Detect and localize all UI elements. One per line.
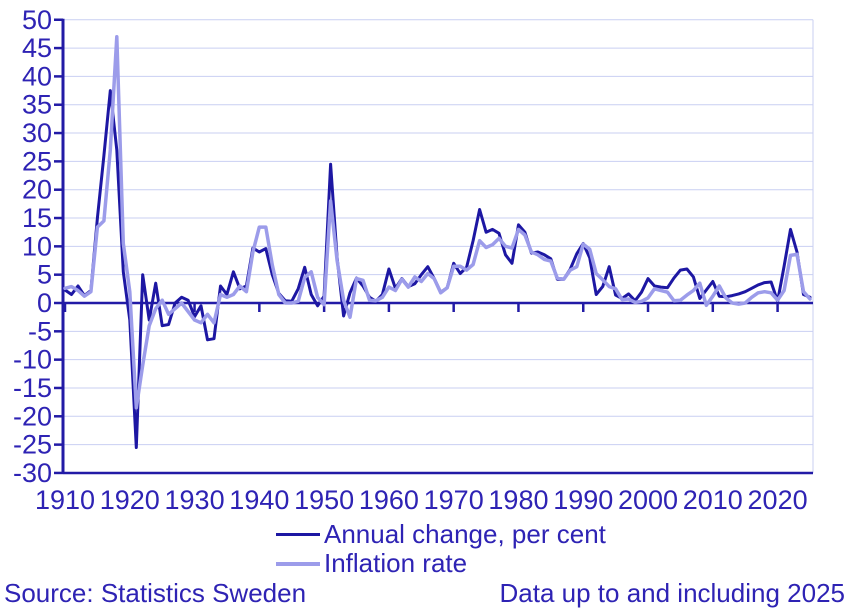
y-axis-label--10: -10 [13, 345, 52, 375]
caption-row: Source: Statistics Sweden Data up to and… [0, 578, 851, 608]
legend-label-inflation-rate: Inflation rate [324, 548, 468, 578]
annual-change-line-swatch-icon [276, 533, 320, 536]
x-axis-label-1940: 1940 [229, 485, 289, 515]
data-coverage-note: Data up to and including 2025 [499, 578, 846, 608]
x-axis-label-1950: 1950 [294, 485, 354, 515]
series-line-annual-change [63, 89, 812, 449]
y-axis-label--15: -15 [13, 373, 52, 403]
y-axis-label-25: 25 [22, 146, 52, 176]
y-axis-label-30: 30 [22, 118, 52, 148]
y-axis-label-35: 35 [22, 90, 52, 120]
x-axis-label-1970: 1970 [424, 485, 484, 515]
y-axis-label-0: 0 [37, 288, 52, 318]
y-axis-label--25: -25 [13, 430, 52, 460]
x-axis-label-2010: 2010 [683, 485, 743, 515]
y-axis-label-10: 10 [22, 231, 52, 261]
y-axis-label-15: 15 [22, 203, 52, 233]
x-axis-label-2020: 2020 [748, 485, 808, 515]
chart-legend: Annual change, per cent Inflation rate [276, 520, 606, 578]
y-axis-label-50: 50 [22, 5, 52, 35]
inflation-rate-line-swatch-icon [276, 561, 320, 566]
y-axis-label--30: -30 [13, 458, 52, 488]
x-axis-label-1930: 1930 [165, 485, 225, 515]
y-axis-label-20: 20 [22, 175, 52, 205]
source-text: Source: Statistics Sweden [4, 578, 307, 608]
legend-item-inflation-rate: Inflation rate [276, 549, 606, 578]
x-axis-label-1910: 1910 [35, 485, 95, 515]
y-axis-label-45: 45 [22, 33, 52, 63]
x-axis-label-1920: 1920 [100, 485, 160, 515]
y-axis-label--20: -20 [13, 401, 52, 431]
y-axis-label-5: 5 [37, 260, 52, 290]
legend-label-annual-change: Annual change, per cent [324, 519, 606, 549]
x-axis-label-1990: 1990 [553, 485, 613, 515]
series-line-inflation-rate [63, 34, 812, 410]
x-axis-label-1960: 1960 [359, 485, 419, 515]
x-axis-label-1980: 1980 [488, 485, 548, 515]
legend-item-annual-change: Annual change, per cent [276, 520, 606, 549]
x-axis-label-2000: 2000 [618, 485, 678, 515]
y-axis-label--5: -5 [28, 316, 52, 346]
y-axis-label-40: 40 [22, 61, 52, 91]
